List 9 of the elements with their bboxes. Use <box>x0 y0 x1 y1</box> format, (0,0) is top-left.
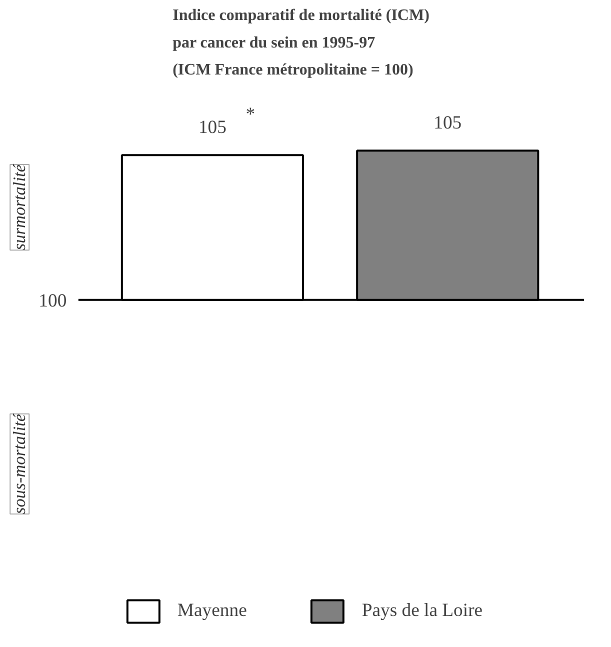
chart-title: Indice comparatif de mortalité (ICM) par cancer du sein en 1995-97 (ICM France métropolitaine = 100) <box>172 7 430 78</box>
text: sous-mortalité <box>10 412 30 514</box>
text: 105 <box>198 117 226 138</box>
text: surmortalité <box>10 163 30 250</box>
text: 105 <box>434 112 462 134</box>
legend-label: Mayenne <box>177 600 247 622</box>
text: * <box>246 104 256 126</box>
legend-label: Pays de la Loire <box>362 600 483 622</box>
text: 100 <box>38 290 67 312</box>
